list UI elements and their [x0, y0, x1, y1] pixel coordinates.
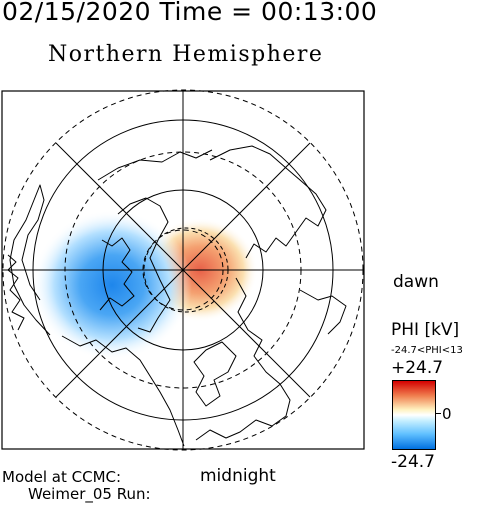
coast-greenland	[117, 197, 171, 333]
footer-run-label: Weimer_05 Run:	[28, 485, 151, 503]
date-time-header: 02/15/2020 Time = 00:13:00	[2, 0, 378, 26]
coast-north	[97, 149, 213, 181]
colorbar-min-label: -24.7	[391, 452, 435, 472]
coast-archipelago	[99, 237, 135, 311]
coast-south-east	[195, 277, 291, 441]
negative-potential-cell	[32, 210, 192, 360]
coast-west	[9, 184, 51, 336]
colorbar-range-note: -24.7<PHI<13	[391, 345, 463, 356]
dawn-label: dawn	[393, 272, 439, 292]
colorbar-zero-tick	[435, 413, 441, 414]
coast-north-east	[209, 145, 327, 259]
coast-east-island	[299, 289, 347, 335]
hemisphere-title: Northern Hemisphere	[48, 42, 324, 67]
meridian-diag-2	[55, 142, 311, 398]
coastlines	[7, 145, 347, 447]
colorbar-zero-label: 0	[442, 405, 452, 423]
colorbar-title: PHI [kV]	[391, 320, 460, 340]
footer-model-label: Model at CCMC:	[2, 468, 122, 486]
meridian-lines	[2, 91, 364, 449]
polar-map	[1, 89, 365, 451]
coast-scandinavia	[193, 341, 237, 407]
colorbar-max-label: +24.7	[391, 358, 444, 378]
midnight-label: midnight	[200, 466, 276, 486]
coast-west-islands	[7, 254, 25, 331]
coast-south-west	[61, 335, 185, 447]
polar-cap-boundary	[143, 227, 229, 313]
colorbar	[392, 380, 436, 450]
